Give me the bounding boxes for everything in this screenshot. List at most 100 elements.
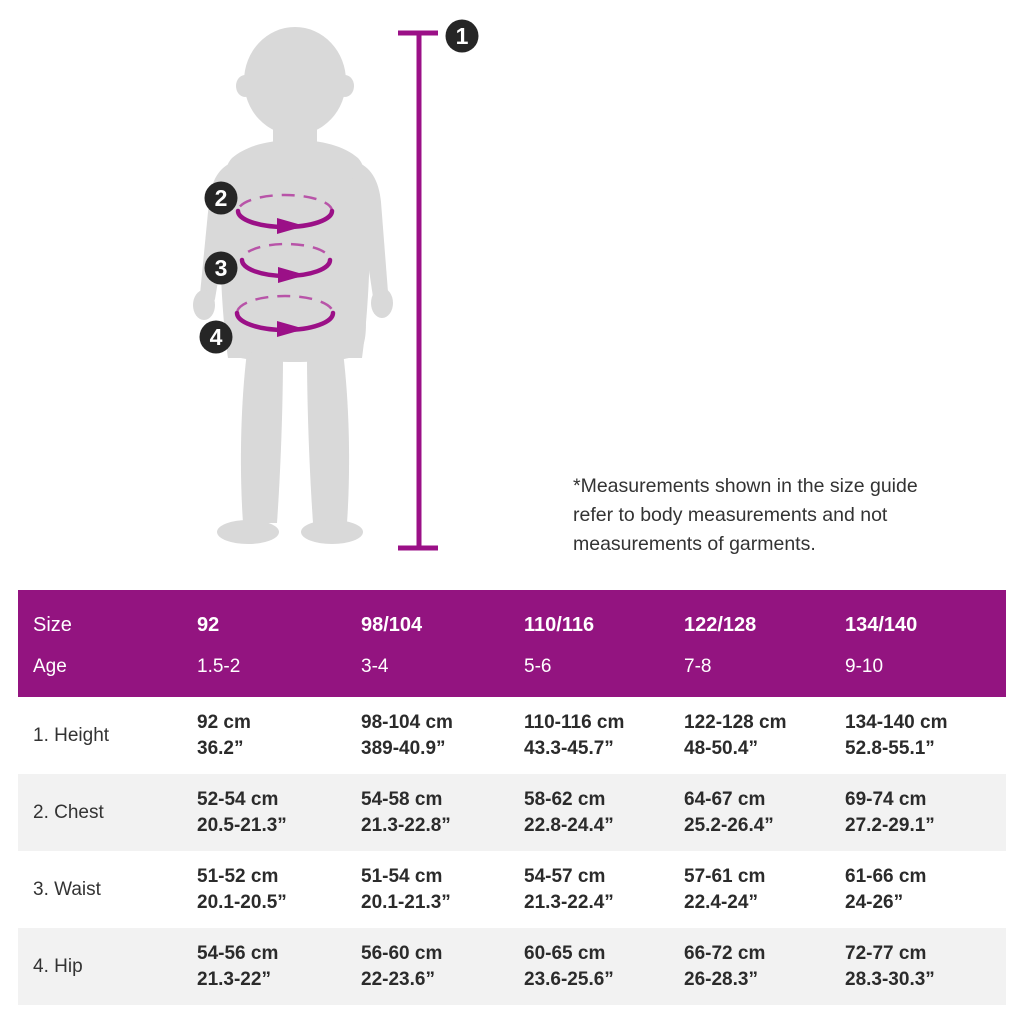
inch-value: 20.5-21.3” <box>197 814 287 836</box>
inch-value: 36.2” <box>197 737 244 759</box>
hip-measure-ellipse <box>234 294 336 337</box>
marker-3-number: 3 <box>215 255 228 281</box>
cm-value: 134-140 cm <box>845 711 948 733</box>
cm-value: 54-57 cm <box>524 865 606 887</box>
inch-value: 23.6-25.6” <box>524 968 614 990</box>
row-label: 4. Hip <box>33 955 83 977</box>
measurement-cell: 134-140 cm 52.8-55.1” <box>830 710 1006 762</box>
age-col-3: 7-8 <box>684 655 712 677</box>
inch-value: 21.3-22.4” <box>524 891 614 913</box>
age-col-4: 9-10 <box>845 655 884 677</box>
size-header-label: Size <box>33 613 72 636</box>
marker-2-chest: 2 <box>204 181 238 215</box>
row-label: 2. Chest <box>33 801 104 823</box>
measurement-cell: 61-66 cm 24-26” <box>830 864 1006 916</box>
measurement-cell: 57-61 cm 22.4-24” <box>669 864 830 916</box>
age-header-label: Age <box>33 655 67 677</box>
hip-arrow-icon <box>277 321 305 337</box>
marker-4-number: 4 <box>210 324 223 350</box>
cm-value: 60-65 cm <box>524 942 606 964</box>
inch-value: 22-23.6” <box>361 968 435 990</box>
cm-value: 56-60 cm <box>361 942 443 964</box>
marker-2-number: 2 <box>215 185 228 211</box>
waist-arrow-icon <box>278 267 306 283</box>
measurement-cell: 64-67 cm 25.2-26.4” <box>669 787 830 839</box>
inch-value: 20.1-21.3” <box>361 891 451 913</box>
measurement-diagram: 1 2 3 4 <box>193 19 479 551</box>
cm-value: 54-56 cm <box>197 942 279 964</box>
size-col-4: 134/140 <box>845 613 918 636</box>
inch-value: 21.3-22.8” <box>361 814 451 836</box>
measurement-cell: 66-72 cm 26-28.3” <box>669 941 830 993</box>
age-col-1: 3-4 <box>361 655 389 677</box>
table-row-height: 1. Height 92 cm 36.2” 98-104 cm 389-40.9… <box>18 697 1006 774</box>
marker-1-height: 1 <box>445 19 479 53</box>
measurement-cell: 60-65 cm 23.6-25.6” <box>509 941 669 993</box>
measurement-cell: 52-54 cm 20.5-21.3” <box>182 787 346 839</box>
measurement-cell: 51-52 cm 20.1-20.5” <box>182 864 346 916</box>
cm-value: 58-62 cm <box>524 788 606 810</box>
waist-measure-ellipse <box>239 242 333 283</box>
cm-value: 66-72 cm <box>684 942 766 964</box>
inch-value: 20.1-20.5” <box>197 891 287 913</box>
cm-value: 110-116 cm <box>524 711 625 733</box>
measurement-cell: 122-128 cm 48-50.4” <box>669 710 830 762</box>
age-col-2: 5-6 <box>524 655 552 677</box>
row-label: 1. Height <box>33 724 110 746</box>
age-header-row: Age 1.5-2 3-4 5-6 7-8 9-10 <box>18 648 1006 685</box>
cm-value: 98-104 cm <box>361 711 453 733</box>
inch-value: 27.2-29.1” <box>845 814 935 836</box>
cm-value: 69-74 cm <box>845 788 927 810</box>
measurement-cell: 98-104 cm 389-40.9” <box>346 710 509 762</box>
size-col-1: 98/104 <box>361 613 423 636</box>
inch-value: 24-26” <box>845 891 904 913</box>
size-col-0: 92 <box>197 613 220 636</box>
table-row-waist: 3. Waist 51-52 cm 20.1-20.5” 51-54 cm 20… <box>18 851 1006 928</box>
measurement-cell: 54-58 cm 21.3-22.8” <box>346 787 509 839</box>
marker-3-waist: 3 <box>204 251 238 285</box>
size-col-3: 122/128 <box>684 613 757 636</box>
table-row-hip: 4. Hip 54-56 cm 21.3-22” 56-60 cm 22-23.… <box>18 928 1006 1005</box>
measurement-cell: 56-60 cm 22-23.6” <box>346 941 509 993</box>
measurement-cell: 110-116 cm 43.3-45.7” <box>509 710 669 762</box>
height-measure-line <box>398 30 438 551</box>
row-label: 3. Waist <box>33 878 101 900</box>
child-silhouette-figure: 1 2 3 4 <box>193 19 479 551</box>
cm-value: 72-77 cm <box>845 942 927 964</box>
cm-value: 64-67 cm <box>684 788 766 810</box>
size-guide-table: Size 92 98/104 110/116 122/128 134/140 A… <box>18 590 1006 1005</box>
inch-value: 28.3-30.3” <box>845 968 935 990</box>
child-silhouette <box>193 27 393 544</box>
marker-4-hip: 4 <box>199 320 233 354</box>
measurement-cell: 92 cm 36.2” <box>182 710 346 762</box>
inch-value: 22.8-24.4” <box>524 814 614 836</box>
measurement-cell: 69-74 cm 27.2-29.1” <box>830 787 1006 839</box>
measurement-disclaimer: *Measurements shown in the size guide re… <box>573 475 918 555</box>
size-table-header: Size 92 98/104 110/116 122/128 134/140 A… <box>18 590 1006 697</box>
age-col-0: 1.5-2 <box>197 655 241 677</box>
cm-value: 61-66 cm <box>845 865 927 887</box>
cm-value: 92 cm <box>197 711 251 733</box>
inch-value: 25.2-26.4” <box>684 814 774 836</box>
measurement-cell: 54-56 cm 21.3-22” <box>182 941 346 993</box>
cm-value: 57-61 cm <box>684 865 766 887</box>
cm-value: 122-128 cm <box>684 711 787 733</box>
inch-value: 48-50.4” <box>684 737 758 759</box>
cm-value: 51-52 cm <box>197 865 279 887</box>
inch-value: 21.3-22” <box>197 968 271 990</box>
size-col-2: 110/116 <box>524 613 595 636</box>
cm-value: 54-58 cm <box>361 788 443 810</box>
table-row-chest: 2. Chest 52-54 cm 20.5-21.3” 54-58 cm 21… <box>18 774 1006 851</box>
chest-arrow-icon <box>277 218 305 234</box>
size-table-body: 1. Height 92 cm 36.2” 98-104 cm 389-40.9… <box>18 697 1006 1005</box>
inch-value: 389-40.9” <box>361 737 446 759</box>
measurement-cell: 51-54 cm 20.1-21.3” <box>346 864 509 916</box>
size-header-row: Size 92 98/104 110/116 122/128 134/140 <box>18 602 1006 648</box>
chest-measure-ellipse <box>235 193 335 234</box>
inch-value: 22.4-24” <box>684 891 758 913</box>
inch-value: 52.8-55.1” <box>845 737 935 759</box>
inch-value: 43.3-45.7” <box>524 737 614 759</box>
measurement-cell: 54-57 cm 21.3-22.4” <box>509 864 669 916</box>
measurement-cell: 58-62 cm 22.8-24.4” <box>509 787 669 839</box>
measurement-cell: 72-77 cm 28.3-30.3” <box>830 941 1006 993</box>
